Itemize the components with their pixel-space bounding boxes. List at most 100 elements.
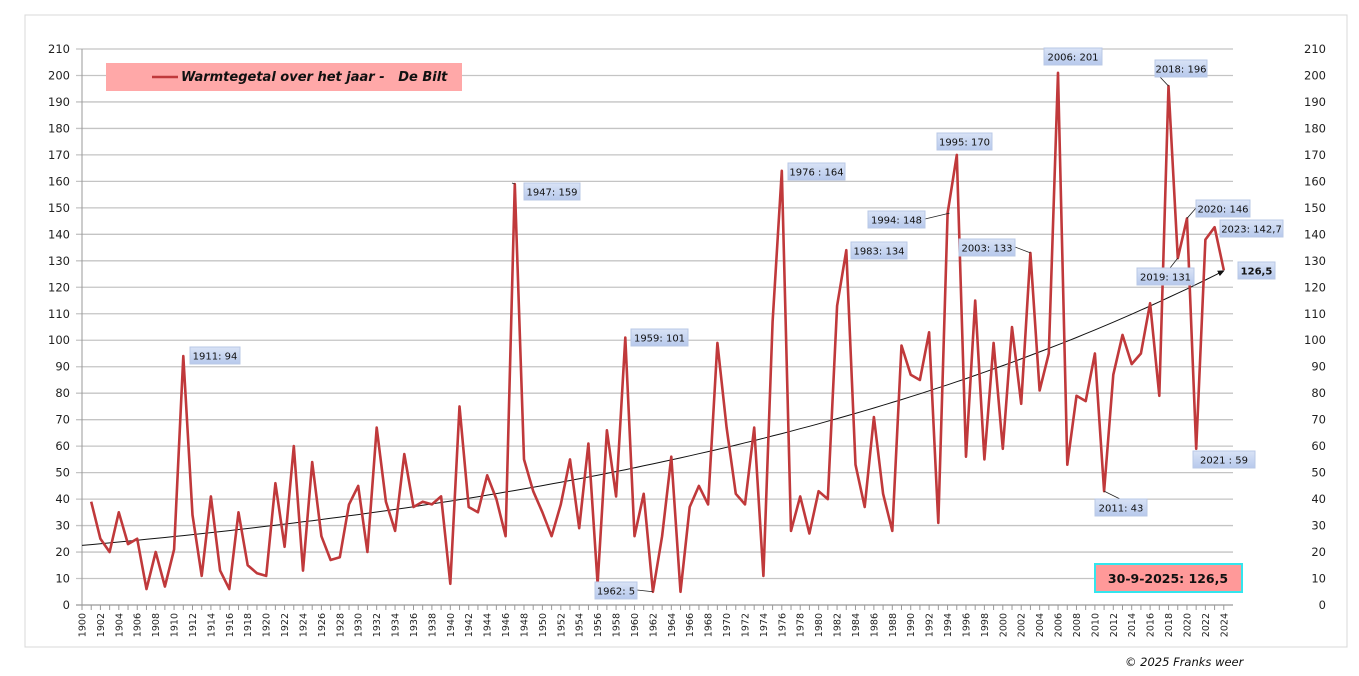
annotation-label: 1959: 101	[630, 328, 689, 347]
annotation-label: 1962: 5	[594, 581, 638, 600]
x-tick-label: 1984	[851, 613, 862, 637]
x-tick-label: 1920	[262, 613, 273, 637]
x-tick-label: 2004	[1035, 613, 1046, 637]
x-tick-label: 1970	[722, 613, 733, 637]
x-tick-label: 2014	[1127, 613, 1138, 637]
x-tick-label: 1974	[759, 613, 770, 637]
trendline	[81, 270, 1225, 546]
x-tick-label: 1966	[685, 613, 696, 637]
x-tick-label: 1952	[556, 613, 567, 637]
y-tick-label-left: 190	[48, 95, 70, 109]
x-tick-label: 1998	[980, 613, 991, 637]
x-tick-label: 1996	[961, 613, 972, 637]
leader-line	[1159, 76, 1169, 87]
x-tick-label: 1986	[869, 613, 880, 637]
annotation-label: 2018: 196	[1154, 59, 1208, 78]
x-tick-label: 1990	[906, 613, 917, 637]
leader-line	[924, 212, 950, 220]
y-axis-left: 0 10 20 30 40 50 60 70 80 90 100 110 120 130 140 150 160…	[48, 42, 70, 612]
x-tick-label: 1918	[243, 613, 254, 637]
legend-label: Warmtegetal over het jaar - De Bilt	[181, 70, 448, 85]
leader-line	[1169, 257, 1179, 269]
y-tick-label-right: 210	[1304, 42, 1326, 56]
leader-line	[511, 182, 515, 185]
leader-line	[1186, 207, 1197, 219]
x-tick-label: 2016	[1146, 613, 1157, 637]
y-tick-label-right: 190	[1304, 95, 1326, 109]
y-tick-label-right: 10	[1311, 572, 1326, 586]
svg-text:1995: 170: 1995: 170	[939, 138, 990, 149]
svg-text:1994: 148: 1994: 148	[871, 216, 922, 227]
y-tick-label-left: 0	[63, 598, 70, 612]
x-tick-label: 2002	[1017, 613, 1028, 637]
x-tick-label: 2012	[1109, 613, 1120, 637]
y-tick-label-right: 200	[1304, 68, 1326, 82]
x-tick-label: 1924	[298, 613, 309, 637]
x-tick-label: 1978	[796, 613, 807, 637]
x-tick-label: 1910	[170, 613, 181, 637]
svg-text:2020: 146: 2020: 146	[1197, 205, 1248, 216]
x-tick-label: 1950	[538, 613, 549, 637]
svg-text:1983: 134: 1983: 134	[853, 247, 904, 258]
annotation-label: 2011: 43	[1094, 498, 1148, 517]
annotation-label: 2006: 201	[1043, 47, 1103, 66]
x-tick-label: 2000	[998, 613, 1009, 637]
y-tick-label-right: 40	[1311, 492, 1326, 506]
y-tick-label-right: 0	[1319, 598, 1326, 612]
x-tick-label: 1960	[630, 613, 641, 637]
y-tick-label-left: 140	[48, 227, 70, 241]
x-tick-label: 1938	[427, 613, 438, 637]
annotation-label: 2003: 133	[958, 238, 1016, 257]
svg-text:126,5: 126,5	[1241, 267, 1273, 278]
annotation-label: 2021 : 59	[1192, 450, 1256, 469]
x-tick-label: 2020	[1182, 613, 1193, 637]
x-tick-label: 1976	[777, 613, 788, 637]
x-tick-label: 1972	[740, 613, 751, 637]
y-tick-label-right: 140	[1304, 227, 1326, 241]
x-tick-label: 1928	[335, 613, 346, 637]
y-tick-label-left: 210	[48, 42, 70, 56]
y-tick-label-left: 180	[48, 121, 70, 135]
y-tick-label-left: 170	[48, 148, 70, 162]
y-tick-label-left: 10	[55, 572, 70, 586]
y-tick-label-left: 160	[48, 174, 70, 188]
gridlines	[76, 48, 1233, 606]
y-tick-label-right: 90	[1311, 360, 1326, 374]
y-tick-label-left: 70	[55, 413, 70, 427]
leader-line	[1103, 490, 1121, 500]
annotation-label: 2023: 142,7	[1219, 219, 1284, 238]
x-tick-label: 1992	[925, 613, 936, 637]
leader-line	[636, 589, 653, 593]
y-tick-label-right: 160	[1304, 174, 1326, 188]
svg-text:2019: 131: 2019: 131	[1140, 273, 1191, 284]
svg-text:2011: 43: 2011: 43	[1099, 504, 1144, 515]
y-tick-label-right: 110	[1304, 307, 1326, 321]
y-tick-label-right: 80	[1311, 386, 1326, 400]
x-tick-label: 1930	[354, 613, 365, 637]
chart-frame	[24, 14, 1348, 648]
svg-text:30-9-2025: 126,5: 30-9-2025: 126,5	[1108, 571, 1228, 586]
y-axis-right: 0 10 20 30 40 50 60 70 80 90 100 110 120 130 140 150 160…	[1304, 42, 1326, 612]
x-tick-label: 1926	[317, 613, 328, 637]
y-tick-label-right: 170	[1304, 148, 1326, 162]
svg-text:1911: 94: 1911: 94	[193, 352, 238, 363]
x-tick-label: 1904	[114, 613, 125, 637]
y-tick-label-left: 60	[55, 439, 70, 453]
y-tick-label-right: 20	[1311, 545, 1326, 559]
annotation-label: 126,5	[1237, 261, 1276, 280]
x-tick-label: 1900	[78, 613, 89, 637]
series-line-warmtegetal	[89, 71, 1226, 594]
x-tick-label: 1934	[391, 613, 402, 637]
y-tick-label-left: 20	[55, 545, 70, 559]
annotations: 1911: 94 1947: 159 1959: 101 1962: 5 1976 : …	[189, 47, 1284, 600]
svg-text:2003: 133: 2003: 133	[961, 244, 1012, 255]
y-tick-label-left: 90	[55, 360, 70, 374]
x-tick-label: 1994	[943, 613, 954, 637]
leader-line	[1014, 246, 1031, 254]
y-tick-label-right: 50	[1311, 466, 1326, 480]
current-value-box: 30-9-2025: 126,5	[1094, 563, 1243, 593]
x-tick-label: 1944	[483, 613, 494, 637]
y-tick-label-right: 130	[1304, 254, 1326, 268]
y-tick-label-right: 60	[1311, 439, 1326, 453]
